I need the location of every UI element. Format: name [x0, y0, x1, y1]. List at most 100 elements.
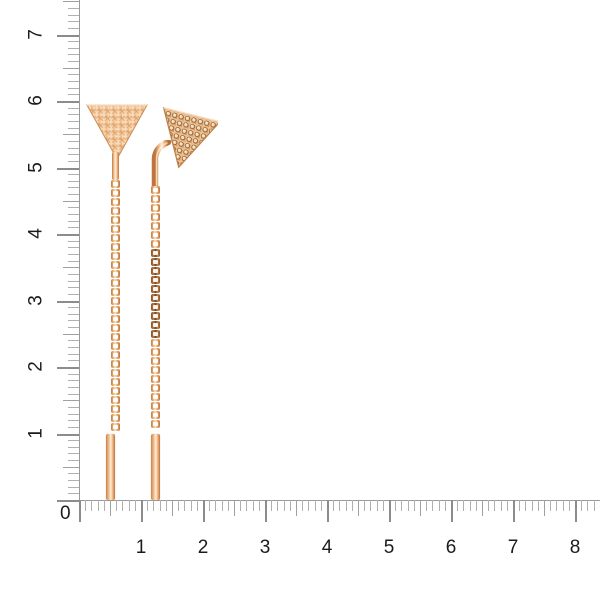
horizontal-tick-minor [488, 500, 490, 511]
vertical-tick-minor [68, 247, 79, 249]
horizontal-tick-minor [129, 500, 131, 511]
vertical-tick-minor [68, 88, 79, 90]
horizontal-tick-minor [395, 500, 397, 511]
chain-link [151, 249, 160, 257]
chain-link [111, 324, 120, 332]
horizontal-ruler-label: 2 [197, 537, 209, 558]
horizontal-tick-minor [439, 500, 441, 511]
vertical-tick-minor [68, 194, 79, 196]
chain-link [111, 297, 120, 305]
chain-link [151, 222, 160, 230]
vertical-tick-minor [68, 154, 79, 156]
vertical-tick-minor [68, 354, 79, 356]
horizontal-tick-minor [581, 500, 583, 511]
horizontal-tick-minor [401, 500, 403, 511]
horizontal-tick-minor [253, 500, 255, 511]
vertical-tick-minor [68, 254, 79, 256]
vertical-tick-minor [68, 181, 79, 183]
vertical-tick-minor [68, 207, 79, 209]
vertical-tick-minor [68, 161, 79, 163]
chain-link [111, 396, 120, 404]
vertical-tick-minor [68, 21, 79, 23]
triangle-pendant-right [162, 106, 218, 169]
chain-link [151, 303, 160, 311]
vertical-tick-minor [68, 314, 79, 316]
chain-link [151, 294, 160, 302]
vertical-ruler-label: 7 [25, 29, 47, 40]
horizontal-tick-minor [550, 500, 552, 511]
horizontal-tick-major [327, 500, 329, 522]
horizontal-tick-major [513, 500, 515, 522]
chain-link [151, 402, 160, 410]
horizontal-tick-minor [290, 500, 292, 511]
vertical-tick-minor [68, 347, 79, 349]
vertical-tick-minor [68, 387, 79, 389]
chain-link [151, 366, 160, 374]
horizontal-tick-minor [476, 500, 478, 511]
horizontal-tick-minor [470, 500, 472, 511]
vertical-tick-minor [68, 360, 79, 362]
vertical-tick-minor [68, 261, 79, 263]
horizontal-tick-minor [408, 500, 410, 511]
horizontal-tick-minor [432, 500, 434, 511]
horizontal-tick-minor [91, 500, 93, 511]
vertical-tick-minor [68, 374, 79, 376]
vertical-tick-minor [68, 473, 79, 475]
chain-link [151, 420, 160, 428]
chain-link [151, 204, 160, 212]
horizontal-tick-minor [383, 500, 385, 511]
horizontal-tick-major [575, 500, 577, 522]
chain-link [151, 240, 160, 248]
vertical-tick-minor [68, 221, 79, 223]
horizontal-tick-minor [116, 500, 118, 511]
connector-tube-left [112, 152, 119, 180]
chain-link [151, 411, 160, 419]
chain-link [111, 369, 120, 377]
horizontal-tick-minor [569, 500, 571, 511]
horizontal-tick-major [203, 500, 205, 522]
horizontal-tick-minor [172, 500, 174, 516]
horizontal-tick-minor [594, 500, 596, 511]
horizontal-tick-minor [364, 500, 366, 511]
horizontal-tick-minor [370, 500, 372, 511]
horizontal-tick-minor [178, 500, 180, 511]
chain-link [111, 342, 120, 350]
horizontal-tick-minor [315, 500, 317, 511]
horizontal-tick-minor [209, 500, 211, 511]
chain-link [111, 378, 120, 386]
horizontal-tick-minor [563, 500, 565, 511]
horizontal-tick-minor [160, 500, 162, 511]
vertical-tick-major [57, 434, 79, 436]
vertical-tick-minor [68, 121, 79, 123]
vertical-tick-major [57, 35, 79, 37]
horizontal-tick-minor [222, 500, 224, 511]
horizontal-tick-minor [135, 500, 137, 511]
vertical-tick-minor [68, 174, 79, 176]
chain-link [151, 231, 160, 239]
vertical-tick-major [57, 234, 79, 236]
horizontal-tick-major [79, 500, 81, 522]
chain-link [111, 360, 120, 368]
vertical-tick-minor [63, 267, 79, 269]
vertical-tick-minor [68, 187, 79, 189]
horizontal-tick-minor [296, 500, 298, 516]
horizontal-tick-minor [352, 500, 354, 511]
chain-link [111, 279, 120, 287]
horizontal-tick-minor [302, 500, 304, 511]
chain-link [111, 261, 120, 269]
horizontal-tick-minor [358, 500, 360, 516]
horizontal-tick-minor [153, 500, 155, 511]
chain-link [111, 243, 120, 251]
chain-link [111, 306, 120, 314]
vertical-tick-minor [68, 307, 79, 309]
vertical-tick-minor [63, 334, 79, 336]
bar-drop-left [106, 434, 115, 500]
vertical-tick-minor [68, 48, 79, 50]
chain-link [151, 312, 160, 320]
chain-link [111, 387, 120, 395]
horizontal-ruler-label: 6 [445, 537, 457, 558]
horizontal-ruler-label: 8 [569, 537, 581, 558]
chain-link [111, 216, 120, 224]
horizontal-tick-minor [98, 500, 100, 511]
vertical-tick-minor [68, 447, 79, 449]
